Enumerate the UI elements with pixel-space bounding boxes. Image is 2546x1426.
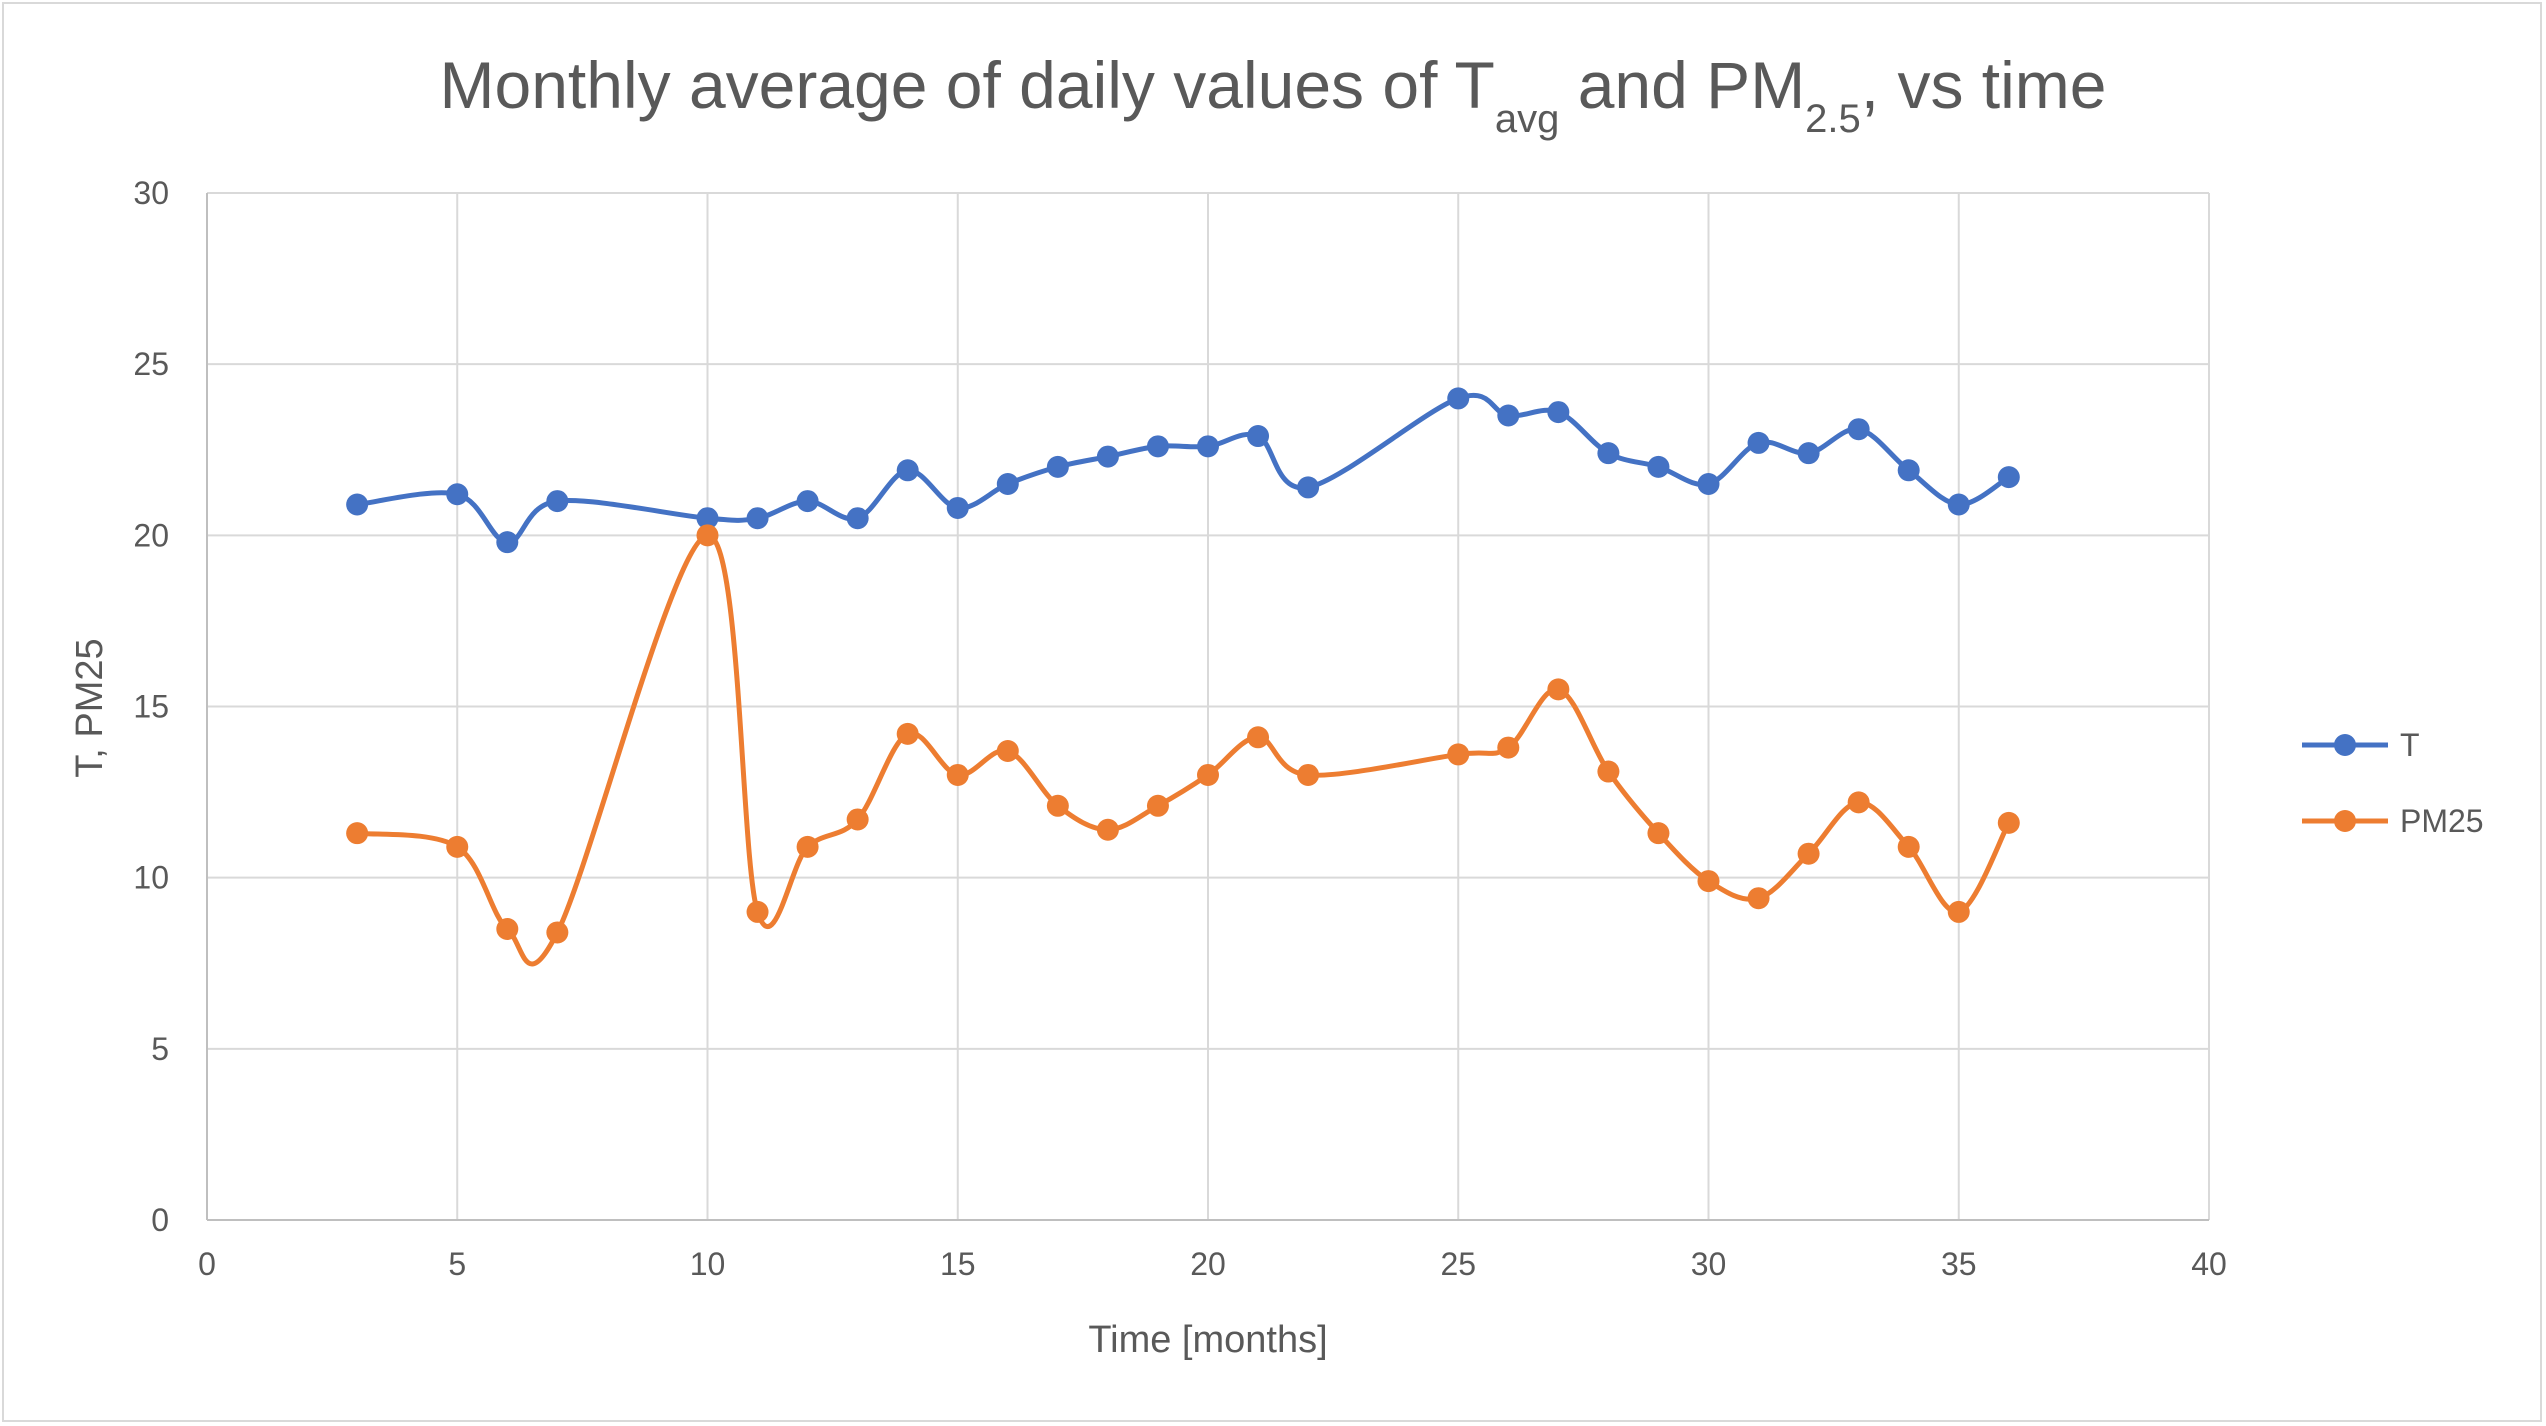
data-point-pm25 — [1947, 900, 1970, 923]
data-point-t — [896, 459, 919, 482]
data-point-t — [1647, 455, 1670, 478]
data-point-t — [1947, 493, 1970, 516]
data-point-pm25 — [1447, 743, 1470, 766]
data-point-t — [946, 496, 969, 519]
data-point-pm25 — [1146, 794, 1169, 817]
data-point-pm25 — [1897, 835, 1920, 858]
x-tick-label: 30 — [1691, 1246, 1727, 1282]
data-point-t — [1497, 404, 1520, 427]
data-point-pm25 — [1597, 760, 1620, 783]
data-point-t — [746, 507, 769, 530]
data-point-pm25 — [496, 918, 519, 941]
data-point-t — [1797, 442, 1820, 465]
legend: T PM25 — [2302, 727, 2484, 839]
plot-series — [346, 387, 2020, 967]
title-subscript-avg: avg — [1495, 97, 1560, 141]
chart-title: Monthly average of daily values of Tavg … — [440, 48, 2107, 141]
x-tick-label: 5 — [448, 1246, 466, 1282]
x-tick-label: 35 — [1941, 1246, 1977, 1282]
title-part-1: Monthly average of daily values of T — [440, 48, 1495, 122]
series-pm25 — [346, 524, 2020, 967]
data-point-pm25 — [1847, 791, 1870, 814]
data-point-t — [496, 531, 519, 554]
x-tick-label: 0 — [198, 1246, 216, 1282]
data-point-pm25 — [1197, 763, 1219, 786]
legend-entry-pm25: PM25 — [2302, 803, 2484, 839]
data-point-t — [1897, 459, 1920, 482]
data-point-t — [696, 507, 719, 530]
data-point-pm25 — [1547, 678, 1570, 701]
legend-entry-t: T — [2302, 727, 2420, 763]
data-point-pm25 — [1697, 870, 1720, 893]
title-part-2: and PM — [1559, 48, 1805, 122]
data-point-pm25 — [1297, 763, 1320, 786]
y-tick-label: 20 — [133, 517, 169, 553]
data-point-pm25 — [996, 740, 1019, 763]
data-point-pm25 — [1046, 794, 1069, 817]
data-point-t — [1997, 466, 2020, 489]
data-point-pm25 — [1747, 887, 1770, 910]
data-point-t — [796, 490, 819, 513]
data-point-pm25 — [1997, 811, 2020, 834]
x-tick-label: 40 — [2191, 1246, 2227, 1282]
data-point-t — [1447, 387, 1470, 410]
data-point-t — [1847, 418, 1870, 441]
data-point-pm25 — [346, 822, 369, 845]
y-tick-label: 10 — [133, 860, 169, 896]
data-point-t — [1747, 431, 1770, 454]
data-point-t — [846, 507, 869, 530]
data-point-t — [1597, 442, 1620, 465]
y-axis-title: T, PM25 — [69, 638, 111, 777]
data-point-pm25 — [896, 722, 919, 745]
series-line-t — [354, 392, 2012, 545]
data-point-pm25 — [796, 835, 819, 858]
data-point-t — [1297, 476, 1320, 499]
data-point-t — [1197, 435, 1219, 458]
axes: 0 5 10 15 20 25 30 0 5 10 15 20 25 30 35 40 — [133, 175, 2226, 1282]
legend-label-t: T — [2400, 727, 2420, 763]
data-point-t — [1096, 445, 1119, 468]
x-tick-label: 10 — [690, 1246, 726, 1282]
y-tick-label: 0 — [151, 1202, 169, 1238]
x-tick-label: 25 — [1440, 1246, 1476, 1282]
data-point-pm25 — [1797, 842, 1820, 865]
title-part-3: , vs time — [1861, 48, 2107, 122]
legend-marker-pm25 — [2334, 810, 2356, 832]
x-axis-title: Time [months] — [1088, 1319, 1327, 1361]
data-point-pm25 — [546, 921, 569, 944]
y-tick-label: 5 — [151, 1031, 169, 1067]
title-subscript-25: 2.5 — [1805, 97, 1861, 141]
data-point-t — [1697, 472, 1720, 495]
data-point-t — [346, 493, 369, 516]
gridlines — [207, 192, 2210, 1220]
legend-marker-t — [2334, 734, 2356, 756]
legend-label-pm25: PM25 — [2400, 803, 2484, 839]
y-tick-label: 25 — [133, 346, 169, 382]
data-point-t — [1046, 455, 1069, 478]
data-point-t — [1547, 401, 1570, 424]
data-point-t — [996, 472, 1019, 495]
data-point-pm25 — [746, 900, 769, 923]
data-point-t — [446, 483, 469, 506]
y-tick-label: 15 — [133, 689, 169, 725]
data-point-t — [1247, 425, 1270, 448]
data-point-pm25 — [446, 835, 469, 858]
y-tick-label: 30 — [133, 175, 169, 211]
data-point-pm25 — [846, 808, 869, 831]
series-t — [346, 387, 2020, 554]
data-point-pm25 — [1497, 736, 1520, 759]
data-point-pm25 — [1247, 726, 1270, 749]
data-point-t — [1146, 435, 1169, 458]
data-point-pm25 — [1647, 822, 1670, 845]
x-tick-label: 15 — [940, 1246, 976, 1282]
data-point-pm25 — [1096, 818, 1119, 841]
x-tick-label: 20 — [1190, 1246, 1226, 1282]
data-point-pm25 — [696, 524, 719, 547]
data-point-pm25 — [946, 763, 969, 786]
data-point-t — [546, 490, 569, 513]
